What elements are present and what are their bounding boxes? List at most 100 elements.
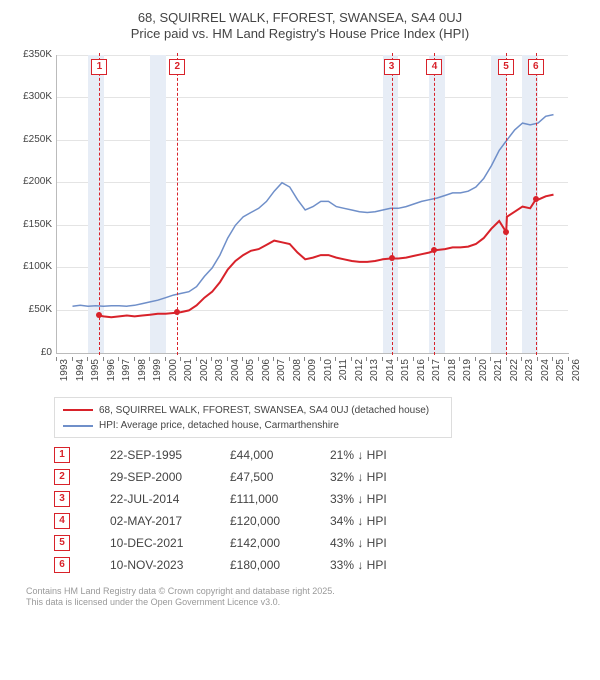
legend-label-property: 68, SQUIRREL WALK, FFOREST, SWANSEA, SA4…: [99, 403, 429, 419]
x-tick-label: 2002: [199, 359, 201, 387]
table-row: 229-SEP-2000£47,50032% ↓ HPI: [54, 466, 590, 488]
x-tick-label: 2017: [431, 359, 433, 387]
sale-delta: 43% ↓ HPI: [330, 536, 450, 550]
table-row: 322-JUL-2014£111,00033% ↓ HPI: [54, 488, 590, 510]
x-tick-label: 1998: [137, 359, 139, 387]
x-tick-label: 2011: [338, 359, 340, 387]
legend-row-property: 68, SQUIRREL WALK, FFOREST, SWANSEA, SA4…: [63, 403, 443, 419]
x-tick-label: 2025: [555, 359, 557, 387]
x-tick: [335, 357, 336, 361]
x-tick: [366, 357, 367, 361]
x-tick: [428, 357, 429, 361]
x-tick: [289, 357, 290, 361]
legend-row-hpi: HPI: Average price, detached house, Carm…: [63, 418, 443, 434]
legend-swatch-hpi: [63, 425, 93, 427]
x-tick-label: 2001: [183, 359, 185, 387]
event-number-box: 1: [91, 59, 107, 75]
x-tick: [227, 357, 228, 361]
event-number-box: 3: [384, 59, 400, 75]
x-tick: [180, 357, 181, 361]
x-tick-label: 2015: [400, 359, 402, 387]
footer-line-1: Contains HM Land Registry data © Crown c…: [26, 586, 335, 596]
sale-marker: 4: [54, 513, 70, 529]
x-tick-label: 2026: [571, 359, 573, 387]
event-line: [536, 53, 537, 355]
event-line: [506, 53, 507, 355]
event-number-box: 4: [426, 59, 442, 75]
event-line: [392, 53, 393, 355]
x-tick: [72, 357, 73, 361]
sale-price: £44,000: [230, 448, 330, 462]
y-tick-label: £350K: [18, 49, 52, 60]
x-tick: [118, 357, 119, 361]
y-tick-label: £50K: [18, 304, 52, 315]
sale-date: 10-NOV-2023: [110, 558, 230, 572]
x-tick-label: 2012: [354, 359, 356, 387]
series-line: [73, 114, 554, 306]
sale-dot: [96, 312, 102, 318]
x-tick: [103, 357, 104, 361]
chart-frame: £0£50K£100K£150K£200K£250K£300K£350K 123…: [18, 49, 573, 389]
legend: 68, SQUIRREL WALK, FFOREST, SWANSEA, SA4…: [54, 397, 452, 438]
title-line-2: Price paid vs. HM Land Registry's House …: [131, 26, 469, 41]
series-line: [99, 194, 554, 317]
sale-dot: [431, 247, 437, 253]
event-line: [434, 53, 435, 355]
event-number-box: 6: [528, 59, 544, 75]
x-tick-label: 1994: [75, 359, 77, 387]
sale-date: 29-SEP-2000: [110, 470, 230, 484]
y-tick-label: £200K: [18, 176, 52, 187]
sale-delta: 33% ↓ HPI: [330, 492, 450, 506]
x-tick: [382, 357, 383, 361]
y-tick-label: £100K: [18, 261, 52, 272]
x-tick-label: 2023: [524, 359, 526, 387]
x-tick: [397, 357, 398, 361]
x-tick: [490, 357, 491, 361]
x-tick-label: 2007: [276, 359, 278, 387]
sale-marker: 5: [54, 535, 70, 551]
x-tick: [320, 357, 321, 361]
table-row: 610-NOV-2023£180,00033% ↓ HPI: [54, 554, 590, 576]
event-number-box: 2: [169, 59, 185, 75]
sale-dot: [533, 196, 539, 202]
chart-title: 68, SQUIRREL WALK, FFOREST, SWANSEA, SA4…: [10, 10, 590, 43]
line-layer: [57, 55, 569, 353]
event-number-box: 5: [498, 59, 514, 75]
x-tick-label: 2019: [462, 359, 464, 387]
sale-price: £47,500: [230, 470, 330, 484]
plot-area: 1 2 3 4 56: [56, 55, 569, 354]
sale-marker: 6: [54, 557, 70, 573]
x-tick-label: 2022: [509, 359, 511, 387]
x-tick: [413, 357, 414, 361]
chart-container: 68, SQUIRREL WALK, FFOREST, SWANSEA, SA4…: [0, 0, 600, 609]
x-tick: [521, 357, 522, 361]
x-tick: [149, 357, 150, 361]
legend-swatch-property: [63, 409, 93, 411]
footer-line-2: This data is licensed under the Open Gov…: [26, 597, 280, 607]
x-tick-label: 2021: [493, 359, 495, 387]
sale-marker: 1: [54, 447, 70, 463]
table-row: 402-MAY-2017£120,00034% ↓ HPI: [54, 510, 590, 532]
x-tick-label: 2003: [214, 359, 216, 387]
x-tick: [475, 357, 476, 361]
title-line-1: 68, SQUIRREL WALK, FFOREST, SWANSEA, SA4…: [138, 10, 462, 25]
x-tick: [506, 357, 507, 361]
y-tick-label: £250K: [18, 134, 52, 145]
y-tick-label: £150K: [18, 219, 52, 230]
x-tick: [351, 357, 352, 361]
x-tick: [87, 357, 88, 361]
x-tick-label: 2006: [261, 359, 263, 387]
x-tick: [537, 357, 538, 361]
x-tick: [242, 357, 243, 361]
sale-dot: [503, 229, 509, 235]
x-tick: [444, 357, 445, 361]
sale-date: 10-DEC-2021: [110, 536, 230, 550]
sale-date: 02-MAY-2017: [110, 514, 230, 528]
sale-marker: 2: [54, 469, 70, 485]
x-tick-label: 2024: [540, 359, 542, 387]
legend-label-hpi: HPI: Average price, detached house, Carm…: [99, 418, 339, 434]
sale-price: £120,000: [230, 514, 330, 528]
x-tick: [552, 357, 553, 361]
sale-marker: 3: [54, 491, 70, 507]
x-tick: [568, 357, 569, 361]
